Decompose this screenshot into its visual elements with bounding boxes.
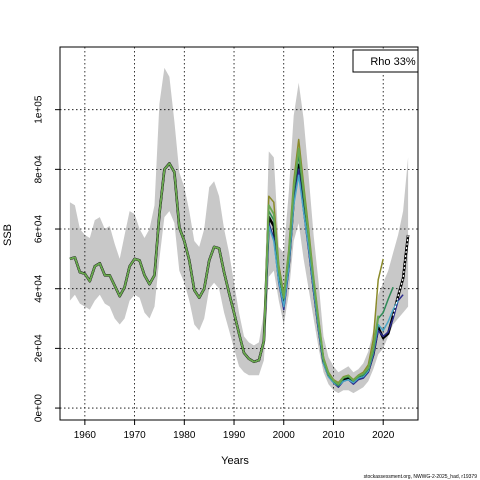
x-tick-label: 1960 bbox=[74, 430, 97, 441]
axis-layer: 1960 1970 1980 1990 2000 2010 2020 0e+00 2e+04 4e… bbox=[34, 95, 395, 441]
legend-frame bbox=[352, 49, 419, 73]
x-tick-label: 1980 bbox=[173, 430, 196, 441]
final-year-dashed-overlay bbox=[392, 234, 409, 316]
y-tick-label: 4e+04 bbox=[34, 274, 45, 303]
legend-text: Rho 33% bbox=[370, 56, 415, 68]
confidence-band-layer bbox=[69, 67, 409, 394]
series-layer bbox=[69, 138, 410, 388]
x-tick-label: 2000 bbox=[273, 430, 296, 441]
footer-credit: stockassessment.org, NWWG-2-2025_had, r1… bbox=[364, 474, 478, 480]
y-tick-label: 1e+05 bbox=[34, 95, 45, 124]
y-tick-label: 2e+04 bbox=[34, 334, 45, 363]
y-tick-label: 8e+04 bbox=[34, 155, 45, 184]
x-tick-label: 1990 bbox=[223, 430, 246, 441]
confidence-band bbox=[69, 67, 409, 394]
x-tick-label: 1970 bbox=[123, 430, 146, 441]
y-tick-label: 0e+00 bbox=[34, 394, 45, 423]
x-tick-label: 2020 bbox=[372, 430, 395, 441]
series-line-6 bbox=[69, 147, 380, 386]
legend-box: Rho 33% bbox=[352, 49, 419, 73]
y-tick-label: 6e+04 bbox=[34, 215, 45, 244]
y-axis-title: SSB bbox=[2, 224, 14, 246]
x-tick-label: 2010 bbox=[322, 430, 345, 441]
x-axis-title: Years bbox=[221, 455, 249, 467]
plot-frame bbox=[59, 46, 419, 421]
